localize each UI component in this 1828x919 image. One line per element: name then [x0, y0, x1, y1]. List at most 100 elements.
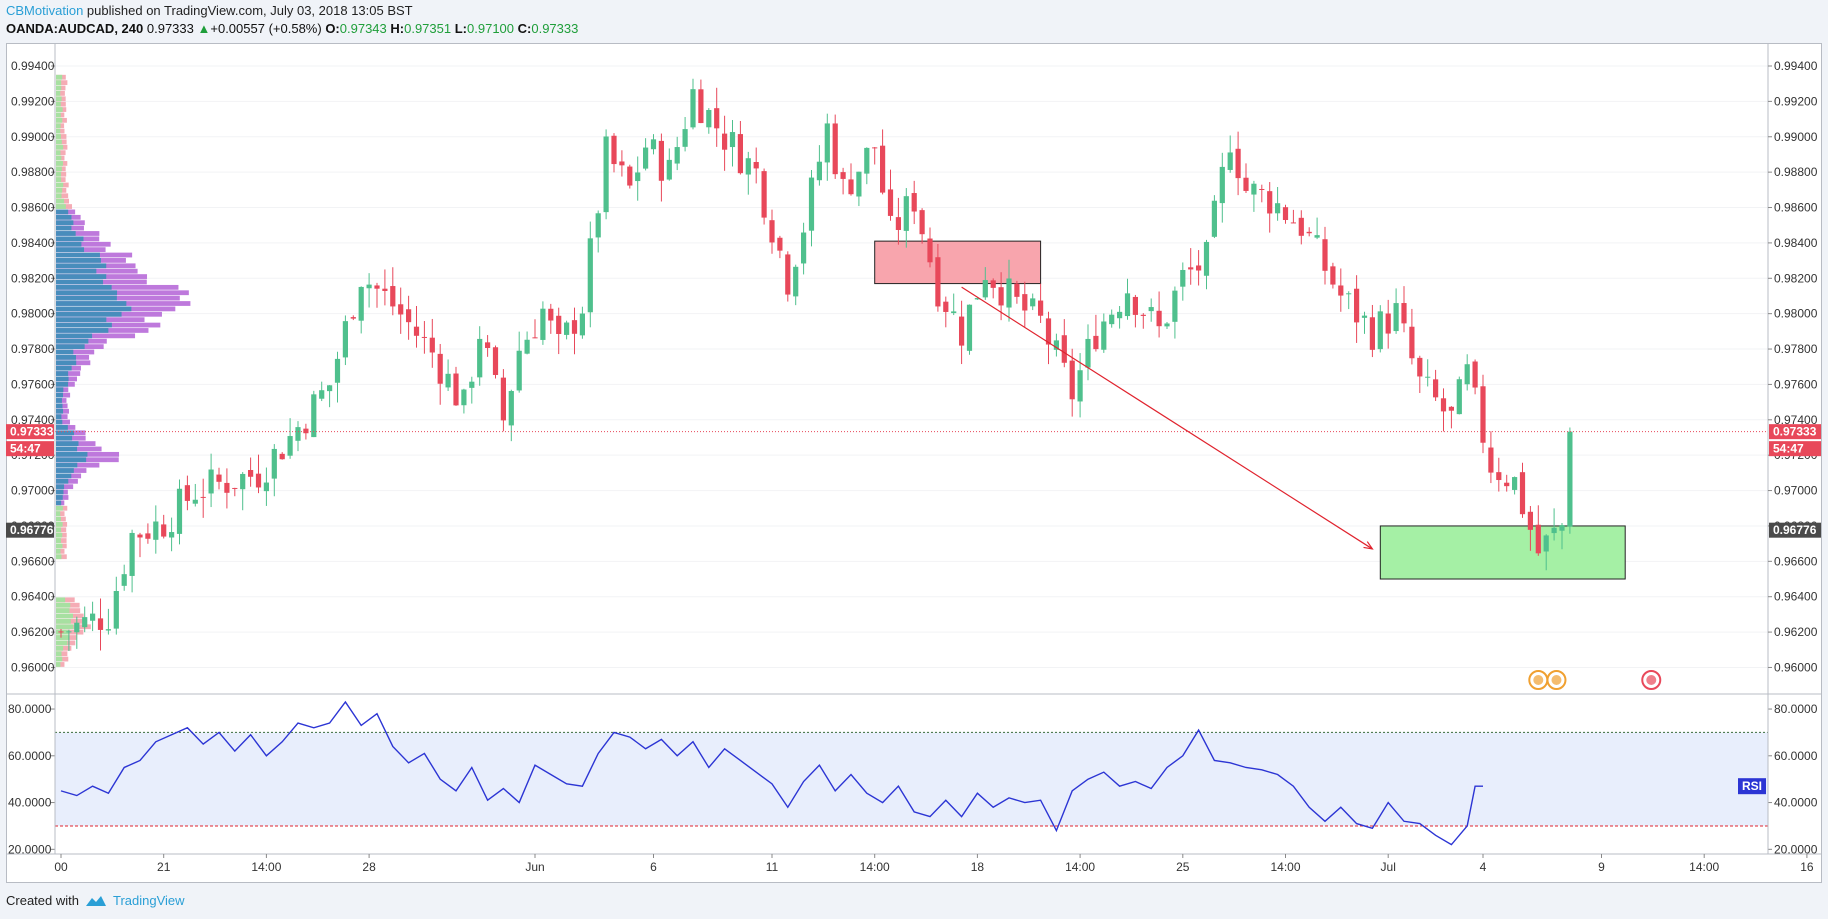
candle — [74, 616, 80, 649]
volume-bar-up — [56, 322, 112, 328]
volume-bar-down — [56, 290, 189, 296]
candle — [137, 532, 143, 558]
symbol-name[interactable]: OANDA:AUDCAD, 240 — [6, 21, 144, 36]
candle — [358, 286, 364, 334]
volume-bar-up — [56, 333, 93, 339]
volume-bar-up — [56, 651, 62, 657]
candle — [1433, 369, 1439, 402]
volume-bar-up — [56, 231, 76, 236]
candle-body — [887, 189, 894, 216]
time-tick-label: 18 — [971, 860, 985, 874]
candle-body — [935, 257, 941, 307]
candle-body — [240, 473, 246, 490]
candle — [666, 148, 672, 181]
candle — [113, 576, 119, 635]
last-price-tag-right-box — [1769, 424, 1821, 440]
volume-profile-row — [56, 645, 72, 651]
volume-bar-up — [56, 214, 72, 220]
rsi-pane[interactable]: 20.0000 20.0000 40.0000 40.0000 60.0000 60.00… — [8, 700, 1818, 856]
volume-profile-row — [56, 117, 67, 123]
volume-profile-row — [56, 425, 76, 430]
candle — [627, 164, 633, 189]
candle — [1061, 319, 1067, 368]
volume-bar-up — [56, 252, 100, 258]
candle-body — [856, 171, 862, 197]
candle-body — [1014, 283, 1020, 297]
volume-bar-down — [56, 193, 69, 199]
candle-body — [1456, 379, 1462, 415]
candle-body — [706, 109, 712, 128]
volume-bar-down — [56, 624, 91, 630]
candle-body — [327, 385, 333, 392]
volume-bar-up — [56, 91, 61, 96]
volume-bar-up — [56, 532, 63, 538]
candle — [145, 523, 151, 544]
price-tick-label-left: 0.96200 — [11, 625, 55, 639]
candle — [334, 351, 341, 403]
candle — [1306, 227, 1312, 237]
price-tick-label-left: 0.97400 — [11, 413, 55, 427]
volume-bar-up — [56, 403, 63, 409]
price-tick-label-right: 0.98000 — [1774, 307, 1818, 321]
candle — [1180, 262, 1186, 301]
volume-profile-row — [56, 478, 78, 484]
candle-body — [611, 135, 617, 165]
volume-profile-row — [56, 602, 80, 608]
volume-profile-row — [56, 484, 74, 490]
candle-body — [1567, 431, 1573, 527]
volume-bar-down — [56, 241, 111, 247]
candle-body — [1306, 231, 1312, 234]
volume-profile-row — [56, 150, 66, 156]
candle — [1480, 374, 1486, 454]
volume-bar-down — [56, 527, 67, 533]
price-tick-label-right: 0.96600 — [1774, 554, 1818, 568]
candle — [1219, 152, 1225, 223]
candle-body — [1433, 379, 1439, 398]
volume-bar-up — [56, 635, 69, 640]
price-tick-label-right: 0.99400 — [1774, 59, 1818, 73]
volume-bar-up — [56, 198, 65, 204]
volume-bar-up — [56, 538, 61, 543]
grid — [55, 65, 1768, 668]
volume-bar-up — [56, 193, 62, 199]
candle-body — [1282, 207, 1289, 220]
chart-canvas[interactable]: 20.0000 20.0000 40.0000 40.0000 60.0000 60.00… — [6, 43, 1822, 883]
candle-body — [287, 436, 293, 456]
volume-profile-row — [56, 538, 67, 543]
candle-body — [342, 321, 348, 358]
volume-bar-up — [56, 166, 62, 172]
price-tick-label-right: 0.96400 — [1774, 590, 1818, 604]
candle — [1196, 250, 1202, 286]
candle-body — [350, 317, 356, 319]
volume-bar-up — [56, 258, 101, 263]
candle-body — [90, 613, 96, 621]
candle — [1117, 306, 1123, 329]
volume-bar-up — [56, 317, 107, 323]
volume-bar-up — [56, 284, 112, 290]
candle-body — [840, 172, 846, 179]
volume-profile-row — [56, 446, 102, 452]
candle — [184, 475, 190, 511]
volume-bar-up — [56, 425, 68, 430]
volume-bar-down — [56, 101, 66, 107]
volume-bar-up — [56, 495, 63, 500]
volume-bar-up — [56, 441, 79, 446]
candle-body — [469, 381, 475, 388]
candle-body — [1338, 285, 1344, 296]
author-name[interactable]: CBMotivation — [6, 3, 84, 18]
candle — [311, 390, 317, 438]
price-tick-label-left: 0.96000 — [11, 660, 55, 674]
volume-profile-row — [56, 107, 67, 112]
volume-bar-up — [56, 602, 71, 608]
volume-profile-row — [56, 608, 81, 613]
candle-body — [390, 286, 396, 307]
volume-profile-row — [56, 96, 66, 102]
candle-body — [129, 532, 135, 576]
candle — [82, 606, 88, 633]
candle — [1527, 505, 1533, 551]
candle — [1211, 195, 1217, 239]
volume-bar-up — [56, 608, 70, 613]
tradingview-link[interactable]: TradingView — [112, 893, 185, 908]
candle — [1314, 217, 1320, 240]
candle-body — [398, 304, 404, 315]
